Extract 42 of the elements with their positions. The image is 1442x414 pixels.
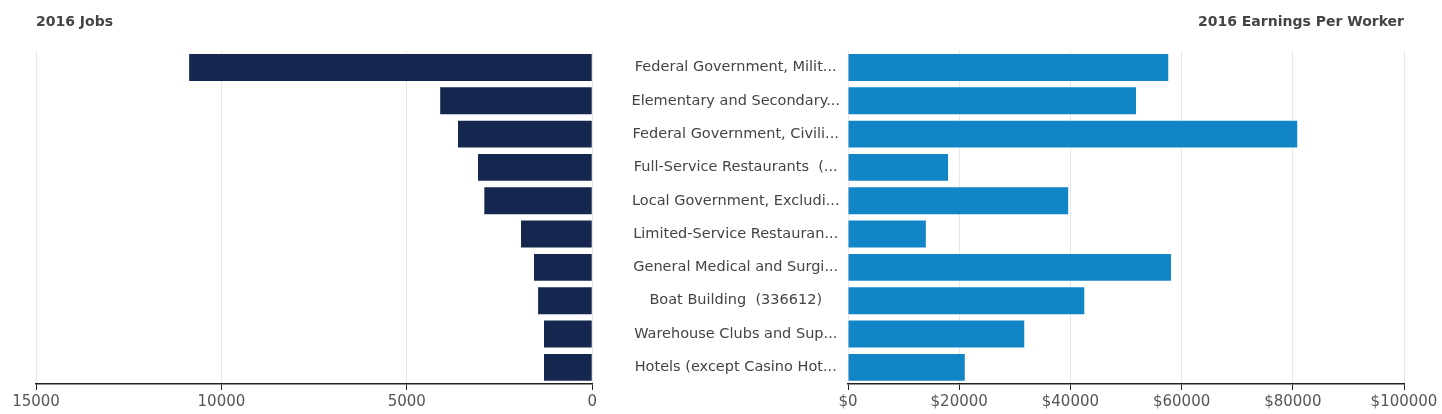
x-tick-label: $20000 — [930, 391, 988, 410]
bar — [848, 187, 1069, 215]
bar — [848, 353, 965, 381]
bar — [538, 287, 592, 315]
y-tick-label: Local Government, Excludi... — [631, 191, 840, 208]
bar — [478, 153, 592, 181]
x-tick-label: $100000 — [1370, 391, 1438, 410]
bar — [544, 353, 592, 381]
x-tick-label: 5000 — [387, 391, 426, 410]
y-tick-label: Warehouse Clubs and Sup... — [634, 324, 838, 341]
y-tick-label: Boat Building (336612) — [649, 291, 823, 308]
x-tick-label: 0 — [587, 391, 597, 410]
bar — [848, 87, 1137, 115]
y-tick-label: General Medical and Surgi... — [633, 258, 839, 275]
bar — [848, 54, 1169, 81]
y-tick-label: Limited-Service Restauran... — [633, 224, 839, 241]
x-tick-label: $60000 — [1152, 391, 1211, 410]
y-tick-label: Elementary and Secondary... — [631, 91, 840, 108]
x-tick-label: 10000 — [197, 391, 246, 410]
chart-title: 2016 Earnings Per Worker — [1197, 13, 1405, 30]
bar — [189, 54, 592, 81]
bar — [848, 287, 1085, 315]
bar — [534, 253, 592, 281]
bar — [484, 187, 592, 215]
y-tick-label: Hotels (except Casino Hot... — [634, 358, 837, 375]
bar — [848, 253, 1172, 281]
chart-title: 2016 Jobs — [36, 13, 114, 30]
bar — [848, 220, 926, 248]
bar — [848, 153, 949, 181]
y-tick-label: Federal Government, Milit... — [634, 58, 837, 75]
bar — [457, 120, 592, 148]
bar — [848, 120, 1298, 148]
y-tick-label: Federal Government, Civili... — [632, 124, 839, 141]
y-tick-label: Full-Service Restaurants (... — [633, 158, 838, 175]
x-tick-label: $0 — [838, 391, 858, 410]
x-tick-label: $40000 — [1041, 391, 1100, 410]
bar — [521, 220, 592, 248]
x-tick-label: $80000 — [1264, 391, 1322, 410]
bar — [440, 87, 592, 115]
x-tick-label: 15000 — [12, 391, 60, 410]
bar — [848, 320, 1025, 348]
bar — [544, 320, 592, 348]
